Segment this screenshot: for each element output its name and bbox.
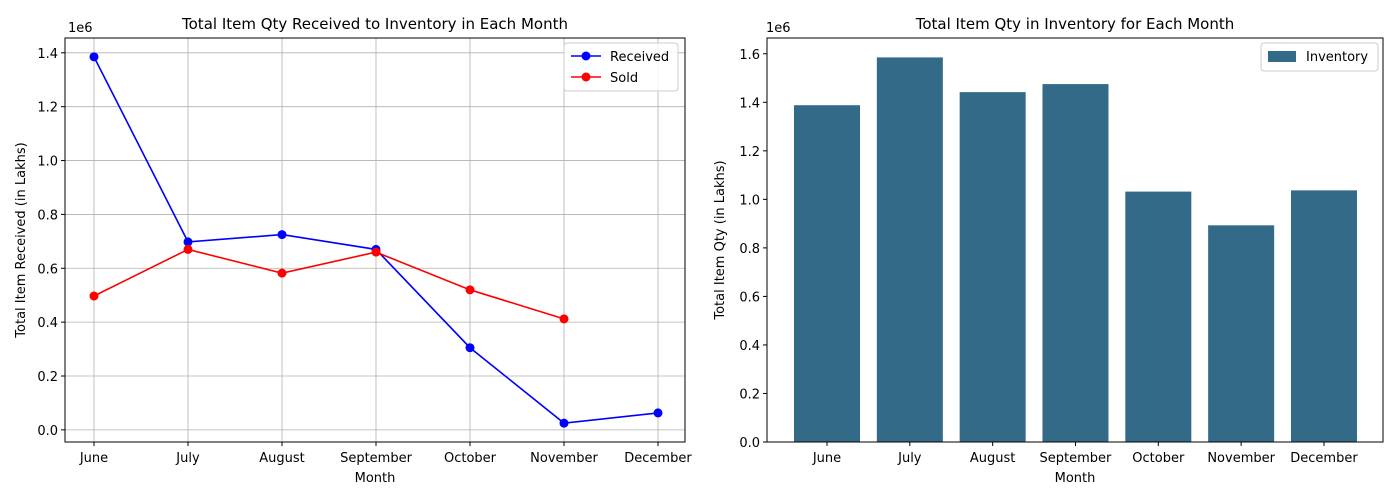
- series-point-received: [465, 343, 475, 353]
- series-point-received: [89, 52, 99, 62]
- series-point-sold: [277, 268, 287, 278]
- series-line-sold: [93, 248, 565, 320]
- line-chart-x-tick-label: August: [259, 451, 305, 466]
- bar-chart-y-tick-label: 1.4: [739, 96, 760, 111]
- line-chart-x-tick-label: September: [340, 451, 413, 466]
- bar-chart-x-tick-label: August: [970, 451, 1016, 466]
- line-chart-ticks: June July August September October November De…: [37, 47, 692, 466]
- bar-chart-x-tick-label: October: [1132, 451, 1185, 466]
- line-chart-x-tick-label: July: [175, 451, 200, 466]
- bar-chart-ylabel: Total Item Qty (in Lakhs): [713, 160, 728, 320]
- line-chart-ylabel: Total Item Received (in Lakhs): [14, 142, 29, 338]
- series-point-received: [183, 237, 193, 247]
- line-chart-y-tick-label: 0.4: [37, 316, 58, 331]
- series-point-received: [277, 230, 287, 240]
- line-chart-series: [89, 52, 663, 428]
- line-chart-x-tick-label: November: [530, 451, 598, 466]
- bar-chart-title: Total Item Qty in Inventory for Each Mon…: [915, 15, 1235, 33]
- bar-chart-offset-label: 1e6: [766, 21, 791, 36]
- bar-chart-y-tick-label: 1.2: [739, 145, 760, 160]
- bar-chart-bars: [794, 57, 1357, 443]
- legend-inventory-label: Inventory: [1306, 50, 1368, 65]
- line-chart: Total Item Qty Received to Inventory in …: [14, 15, 692, 486]
- line-chart-y-tick-label: 1.4: [37, 47, 58, 62]
- bar-chart-y-tick-label: 0.4: [739, 339, 760, 354]
- line-chart-grid: [65, 38, 685, 442]
- bar-chart-y-tick-label: 0.8: [739, 242, 760, 257]
- series-point-sold: [183, 244, 193, 254]
- bar-chart-y-tick-label: 0.0: [739, 436, 760, 451]
- bar-chart-y-tick-label: 0.6: [739, 290, 760, 305]
- bar-inventory: [1125, 191, 1192, 442]
- bar-chart-x-tick-label: September: [1040, 451, 1113, 466]
- bar-inventory: [876, 57, 943, 443]
- series-point-sold: [465, 285, 475, 295]
- bar-chart-legend-box: [1260, 42, 1379, 72]
- bar-chart-x-tick-label: November: [1207, 451, 1275, 466]
- line-chart-y-tick-label: 1.0: [37, 155, 58, 170]
- bar-inventory: [1290, 190, 1357, 442]
- line-chart-x-tick-label: June: [79, 451, 108, 466]
- line-chart-x-tick-label: October: [444, 451, 497, 466]
- bar-chart-xlabel: Month: [1055, 471, 1096, 486]
- series-point-sold: [371, 247, 381, 257]
- line-chart-y-tick-label: 1.2: [37, 101, 58, 116]
- bar-chart-x-tick-label: June: [812, 451, 841, 466]
- bar-chart-legend: Inventory: [1260, 42, 1379, 72]
- line-chart-plot-frame: [64, 37, 686, 443]
- series-point-received: [653, 408, 663, 418]
- series-point-sold: [89, 291, 99, 301]
- line-chart-y-tick-label: 0.2: [37, 370, 58, 385]
- legend-inventory-swatch: [1268, 51, 1296, 62]
- bar-chart-y-tick-label: 1.0: [739, 193, 760, 208]
- bar-chart-x-tick-label: July: [897, 451, 922, 466]
- line-chart-y-tick-label: 0.6: [37, 262, 58, 277]
- line-chart-y-tick-label: 0.8: [37, 208, 58, 223]
- line-chart-legend-box: [563, 42, 679, 92]
- bar-inventory: [959, 92, 1026, 442]
- bar-chart-ticks: June July August September October November De…: [739, 48, 1358, 466]
- bar-inventory: [1042, 84, 1109, 442]
- legend-sold-label: Sold: [610, 71, 638, 86]
- line-chart-y-tick-label: 0.0: [37, 424, 58, 439]
- bar-inventory: [794, 105, 860, 443]
- bar-chart-y-tick-label: 1.6: [739, 48, 760, 63]
- series-point-received: [559, 418, 569, 428]
- line-chart-xlabel: Month: [355, 471, 396, 486]
- bar-chart-x-tick-label: December: [1290, 451, 1358, 466]
- series-point-sold: [559, 314, 569, 324]
- legend-received-marker: [581, 51, 591, 61]
- legend-sold-marker: [581, 72, 591, 82]
- line-chart-offset-label: 1e6: [68, 21, 93, 36]
- line-chart-legend: Received Sold: [563, 42, 679, 92]
- bar-chart-y-tick-label: 0.2: [739, 387, 760, 402]
- bar-inventory: [1208, 225, 1275, 442]
- legend-received-label: Received: [610, 50, 669, 65]
- line-chart-x-tick-label: December: [624, 451, 692, 466]
- bar-chart: Total Item Qty in Inventory for Each Mon…: [713, 15, 1384, 486]
- line-chart-title: Total Item Qty Received to Inventory in …: [181, 15, 568, 33]
